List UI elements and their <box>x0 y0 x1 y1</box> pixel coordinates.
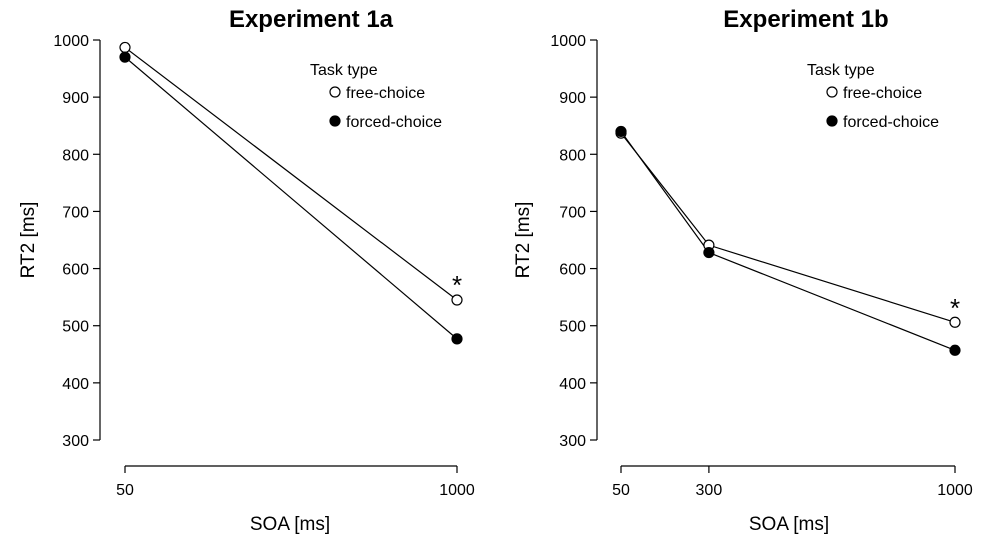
x-tick-label: 1000 <box>439 482 475 499</box>
y-tick-label: 400 <box>62 376 89 393</box>
series-line-forced-choice <box>124 56 458 340</box>
data-point-forced-choice <box>615 125 627 138</box>
x-tick-label: 300 <box>696 482 723 499</box>
series-line-forced-choice <box>620 131 956 351</box>
legend-label-free-choice: free-choice <box>346 85 425 102</box>
x-tick-label: 50 <box>612 482 630 499</box>
x-axis-label: SOA [ms] <box>250 514 330 534</box>
y-tick-label: 700 <box>559 204 586 221</box>
panel-experiment-1a: Experiment 1a 300 400 500 600 700 800 900 1000 50… <box>18 6 475 534</box>
y-tick-label: 600 <box>559 262 586 279</box>
legend-title: Task type <box>807 62 875 79</box>
legend-label-forced-choice: forced-choice <box>843 114 939 131</box>
legend-label-free-choice: free-choice <box>843 85 922 102</box>
series-line-free-choice <box>620 132 956 323</box>
y-axis-label: RT2 [ms] <box>513 202 534 279</box>
x-tick-label: 1000 <box>937 482 973 499</box>
y-axis-label: RT2 [ms] <box>18 202 39 279</box>
data-point-forced-choice <box>119 51 131 63</box>
y-tick-label: 500 <box>62 319 89 336</box>
significance-asterisk: * <box>452 270 462 300</box>
x-axis-label: SOA [ms] <box>749 514 829 534</box>
y-tick-label: 600 <box>62 262 89 279</box>
y-tick-label: 300 <box>559 433 586 450</box>
data-point-forced-choice <box>703 246 715 259</box>
y-tick-label: 800 <box>62 147 89 164</box>
data-point-forced-choice <box>451 333 463 345</box>
y-tick-label: 700 <box>62 204 89 221</box>
y-tick-label: 400 <box>559 376 586 393</box>
legend-marker-forced-choice <box>826 115 838 127</box>
legend-title: Task type <box>310 62 378 79</box>
legend-label-forced-choice: forced-choice <box>346 114 442 131</box>
data-point-free-choice <box>451 294 463 306</box>
legend-marker-forced-choice <box>329 115 341 127</box>
series-line-free-choice <box>124 46 458 301</box>
data-point-free-choice <box>949 316 961 328</box>
chart-title: Experiment 1b <box>723 6 888 33</box>
y-tick-label: 500 <box>559 319 586 336</box>
panel-experiment-1b: Experiment 1b 300 400 500 600 700 800 900 1000 50… <box>513 6 973 534</box>
y-tick-label: 300 <box>62 433 89 450</box>
y-tick-label: 1000 <box>550 33 586 50</box>
legend-marker-free-choice <box>826 86 838 98</box>
x-tick-label: 50 <box>116 482 134 499</box>
legend-marker-free-choice <box>329 86 341 98</box>
significance-asterisk: * <box>950 293 960 323</box>
y-tick-label: 1000 <box>53 33 89 50</box>
y-tick-label: 900 <box>559 90 586 107</box>
data-point-free-choice <box>119 41 131 54</box>
y-tick-label: 800 <box>559 147 586 164</box>
data-point-forced-choice <box>949 344 961 356</box>
chart-title: Experiment 1a <box>229 6 394 33</box>
y-tick-label: 900 <box>62 90 89 107</box>
